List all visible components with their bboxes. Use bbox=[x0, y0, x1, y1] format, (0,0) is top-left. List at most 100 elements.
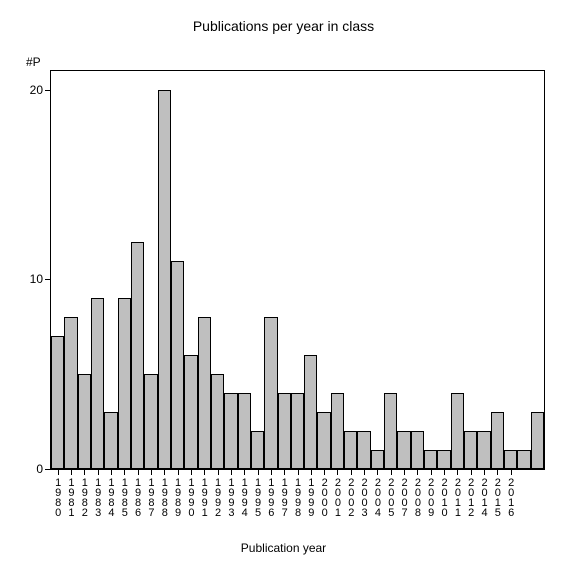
x-tick bbox=[151, 469, 152, 475]
x-tick-label: 2016 bbox=[505, 477, 516, 517]
x-tick bbox=[364, 469, 365, 475]
x-tick bbox=[298, 469, 299, 475]
bar bbox=[344, 431, 357, 469]
x-tick-label: 2003 bbox=[359, 477, 370, 517]
x-tick bbox=[484, 469, 485, 475]
x-tick bbox=[244, 469, 245, 475]
y-tick bbox=[45, 469, 51, 470]
x-tick bbox=[351, 469, 352, 475]
x-tick-label: 1997 bbox=[279, 477, 290, 517]
x-tick-label: 1991 bbox=[199, 477, 210, 517]
x-tick bbox=[431, 469, 432, 475]
bar bbox=[304, 355, 317, 469]
x-tick-label: 2002 bbox=[345, 477, 356, 517]
x-tick bbox=[337, 469, 338, 475]
x-tick bbox=[71, 469, 72, 475]
x-tick bbox=[84, 469, 85, 475]
x-tick-label: 1994 bbox=[239, 477, 250, 517]
x-tick bbox=[138, 469, 139, 475]
x-tick bbox=[258, 469, 259, 475]
x-tick-label: 2005 bbox=[385, 477, 396, 517]
x-tick-label: 2004 bbox=[372, 477, 383, 517]
plot-area: 0102019801981198219831984198519861987198… bbox=[50, 70, 545, 470]
x-tick bbox=[218, 469, 219, 475]
bar bbox=[517, 450, 530, 469]
x-tick-label: 2015 bbox=[492, 477, 503, 517]
x-tick-label: 1985 bbox=[119, 477, 130, 517]
x-tick-label: 1988 bbox=[159, 477, 170, 517]
bar bbox=[491, 412, 504, 469]
x-tick-label: 2011 bbox=[452, 477, 463, 517]
x-tick-label: 2001 bbox=[332, 477, 343, 517]
bar bbox=[224, 393, 237, 469]
x-tick-label: 2009 bbox=[425, 477, 436, 517]
bar bbox=[118, 298, 131, 469]
x-tick bbox=[111, 469, 112, 475]
bar bbox=[198, 317, 211, 469]
x-tick bbox=[377, 469, 378, 475]
x-tick bbox=[231, 469, 232, 475]
x-tick bbox=[311, 469, 312, 475]
x-tick bbox=[271, 469, 272, 475]
bar bbox=[131, 242, 144, 469]
bar bbox=[531, 412, 544, 469]
x-tick-label: 1996 bbox=[265, 477, 276, 517]
y-tick-label: 10 bbox=[30, 272, 43, 286]
x-tick-label: 2014 bbox=[479, 477, 490, 517]
x-tick bbox=[444, 469, 445, 475]
x-tick bbox=[457, 469, 458, 475]
bar bbox=[331, 393, 344, 469]
x-tick-label: 1987 bbox=[145, 477, 156, 517]
bar bbox=[51, 336, 64, 469]
bar bbox=[91, 298, 104, 469]
bar bbox=[278, 393, 291, 469]
x-tick-label: 1983 bbox=[92, 477, 103, 517]
x-tick bbox=[124, 469, 125, 475]
y-tick-label: 20 bbox=[30, 83, 43, 97]
x-tick bbox=[58, 469, 59, 475]
bar bbox=[291, 393, 304, 469]
bar bbox=[504, 450, 517, 469]
x-tick bbox=[324, 469, 325, 475]
bar bbox=[171, 261, 184, 469]
x-tick-label: 2008 bbox=[412, 477, 423, 517]
x-tick-label: 1992 bbox=[212, 477, 223, 517]
bar bbox=[211, 374, 224, 469]
chart-container: Publications per year in class #P 010201… bbox=[0, 0, 567, 567]
bar bbox=[158, 90, 171, 469]
x-tick bbox=[511, 469, 512, 475]
x-tick bbox=[164, 469, 165, 475]
x-tick-label: 1993 bbox=[225, 477, 236, 517]
bar bbox=[238, 393, 251, 469]
x-tick bbox=[98, 469, 99, 475]
bar bbox=[78, 374, 91, 469]
y-tick bbox=[45, 90, 51, 91]
x-tick bbox=[284, 469, 285, 475]
x-tick-label: 1982 bbox=[79, 477, 90, 517]
x-tick-label: 2000 bbox=[319, 477, 330, 517]
x-tick bbox=[178, 469, 179, 475]
x-tick-label: 2010 bbox=[439, 477, 450, 517]
bar bbox=[397, 431, 410, 469]
bar bbox=[437, 450, 450, 469]
x-tick-label: 1980 bbox=[52, 477, 63, 517]
y-tick-label: 0 bbox=[36, 462, 43, 476]
chart-title: Publications per year in class bbox=[0, 18, 567, 34]
bar bbox=[424, 450, 437, 469]
x-axis-title: Publication year bbox=[0, 541, 567, 555]
x-tick bbox=[417, 469, 418, 475]
bar bbox=[251, 431, 264, 469]
bar bbox=[317, 412, 330, 469]
bars-group bbox=[51, 71, 544, 469]
bar bbox=[464, 431, 477, 469]
bar bbox=[64, 317, 77, 469]
x-tick-label: 2007 bbox=[399, 477, 410, 517]
x-tick bbox=[204, 469, 205, 475]
bar bbox=[371, 450, 384, 469]
x-tick bbox=[404, 469, 405, 475]
y-axis-title: #P bbox=[26, 55, 41, 69]
x-tick bbox=[391, 469, 392, 475]
x-tick-label: 1999 bbox=[305, 477, 316, 517]
x-tick-label: 1989 bbox=[172, 477, 183, 517]
bar bbox=[357, 431, 370, 469]
